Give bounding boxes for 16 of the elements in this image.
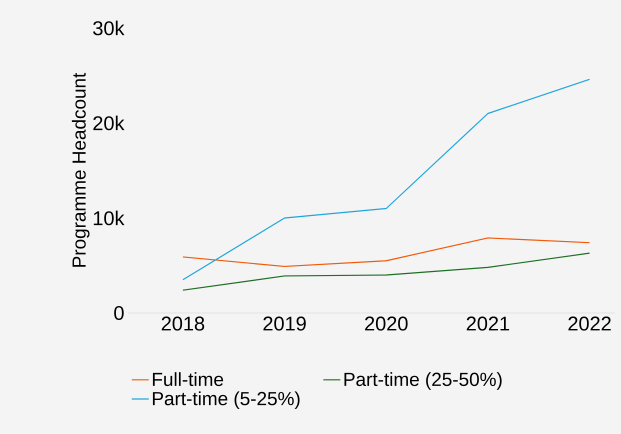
y-tick-label: 30k xyxy=(93,20,124,36)
x-tick-label: 2018 xyxy=(162,316,204,331)
x-tick-label: 2022 xyxy=(568,316,611,331)
x-tick-label: 2021 xyxy=(466,316,510,331)
x-tick-label: 2020 xyxy=(365,316,408,331)
legend-label: Part-time (5-25%) xyxy=(152,391,300,410)
line-series xyxy=(182,78,590,280)
y-axis-title: Programme Headcount xyxy=(72,72,90,267)
line-series xyxy=(182,252,590,291)
y-tick-label: 0 xyxy=(114,306,124,320)
legend-label: Full-time xyxy=(152,372,224,386)
y-tick-label: 10k xyxy=(94,210,124,226)
line-series xyxy=(182,237,590,268)
y-tick-label: 20k xyxy=(93,116,124,130)
x-tick-label: 2019 xyxy=(263,316,306,331)
legend-label: Part-time (25-50%) xyxy=(344,372,502,390)
